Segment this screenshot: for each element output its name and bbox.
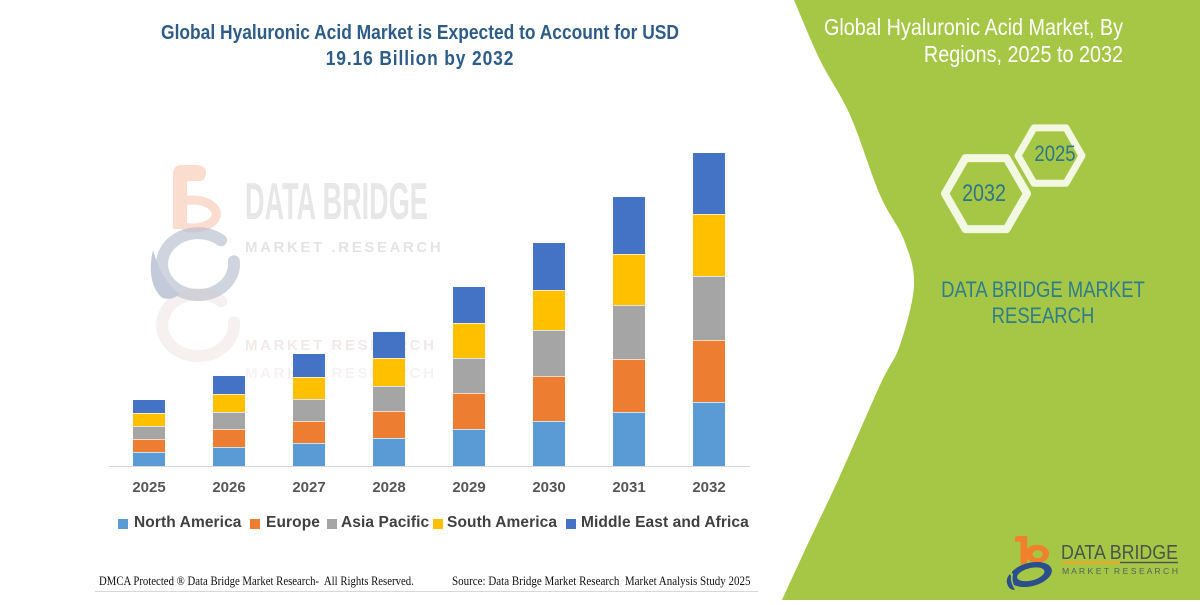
svg-text:DATA BRIDGE: DATA BRIDGE xyxy=(1061,542,1178,564)
svg-text:M A R K E T R E S E A R C H: M A R K E T R E S E A R C H xyxy=(1062,567,1178,576)
